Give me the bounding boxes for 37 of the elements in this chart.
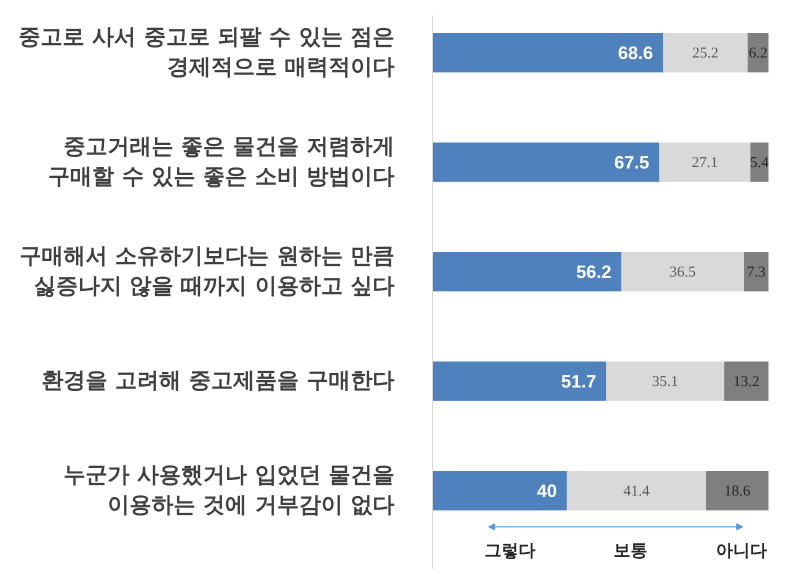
data-label: 68.6 xyxy=(618,43,654,64)
data-label: 6.2 xyxy=(748,46,768,62)
y-tick-label: 환경을 고려해 중고제품을 구매한다 xyxy=(42,368,395,394)
y-tick-label: 중고거래는 좋은 물건을 저렴하게 구매할 수 있는 좋은 소비 방법이다 xyxy=(48,134,395,190)
bar xyxy=(432,252,622,292)
bar xyxy=(662,33,748,72)
data-label: 25.2 xyxy=(692,46,718,62)
bar xyxy=(724,361,768,401)
bar xyxy=(432,361,606,401)
data-label: 51.7 xyxy=(561,372,596,392)
data-label: 18.6 xyxy=(724,484,751,500)
series-label: 보통 xyxy=(614,540,648,561)
bar xyxy=(432,470,567,510)
series-label: 그렇다 xyxy=(484,540,536,561)
data-label: 41.4 xyxy=(623,484,650,500)
data-label: 56.2 xyxy=(576,262,612,282)
bar xyxy=(659,142,750,182)
bar xyxy=(706,470,768,510)
data-label: 36.5 xyxy=(670,264,696,281)
data-label: 7.3 xyxy=(746,264,766,281)
series-label: 아니다 xyxy=(716,540,767,561)
y-tick-label: 구매해서 소유하기보다는 원하는 만큼 싫증나지 않을 때까지 이용하고 싶다 xyxy=(20,244,395,300)
bar xyxy=(744,252,768,292)
y-tick-label: 누군가 사용했거나 입었던 물건을 이용하는 것에 거부감이 없다 xyxy=(64,463,395,518)
bar xyxy=(566,470,706,510)
bar xyxy=(748,33,768,72)
bar xyxy=(621,252,744,292)
bar xyxy=(432,142,660,182)
data-label: 5.4 xyxy=(750,155,770,172)
data-label: 67.5 xyxy=(614,152,650,173)
y-tick-label: 중고로 사서 중고로 되팔 수 있는 점은 경제적으로 매력적이다 xyxy=(18,25,395,80)
bar xyxy=(432,33,663,72)
data-label: 40 xyxy=(536,481,557,502)
bar xyxy=(606,361,724,401)
data-label: 35.1 xyxy=(652,374,678,390)
data-label: 13.2 xyxy=(733,374,760,390)
data-label: 27.1 xyxy=(692,155,718,172)
